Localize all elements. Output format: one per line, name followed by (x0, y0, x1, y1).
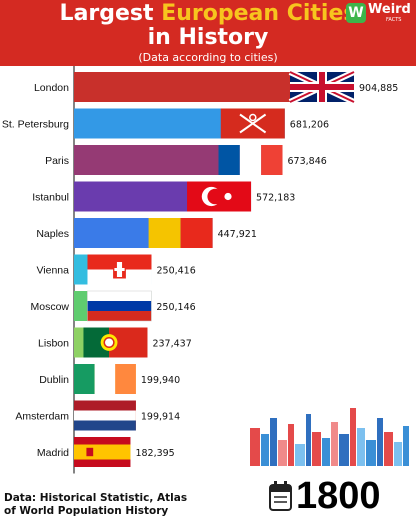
russia-flag-icon (87, 290, 152, 322)
category-label: Vienna (36, 265, 69, 277)
bar-row: St. Petersburg 681,206 (2, 108, 329, 139)
value-label: 447,921 (218, 229, 257, 240)
ireland-flag-icon (74, 364, 136, 394)
bar-row: Vienna 250,416 (36, 254, 196, 285)
year-counter: 1800 (296, 475, 381, 517)
value-label: 250,416 (156, 266, 195, 277)
category-label: Amsterdam (15, 411, 69, 423)
data-source: Data: Historical Statistic, Atlas of Wor… (4, 492, 187, 518)
naples-flag-icon (148, 218, 213, 248)
title-highlight: European Cities (161, 1, 357, 26)
bar-chart: London 904,885 St. Petersburg 681,206 Paris 6… (2, 66, 398, 474)
city-skyline-icon (250, 408, 409, 466)
calendar-icon (269, 481, 292, 511)
bar-row: Naples 447,921 (36, 218, 257, 248)
category-label: Lisbon (38, 338, 69, 350)
bar-row: Madrid 182,395 (37, 437, 175, 467)
portugal-flag-icon (83, 327, 148, 358)
value-label: 250,146 (156, 302, 195, 313)
turkey-flag-icon (187, 181, 252, 212)
logo-sub: FACTS (386, 17, 402, 23)
category-label: Istanbul (32, 192, 69, 204)
weird-facts-logo: W Weird FACTS (346, 2, 411, 25)
logo-brand: Weird (368, 2, 411, 17)
vienna-flag-icon (87, 254, 152, 285)
bar-row: Dublin 199,940 (39, 364, 180, 394)
spain-flag-icon (74, 437, 131, 467)
value-label: 572,183 (256, 193, 295, 204)
value-label: 681,206 (290, 120, 329, 131)
netherlands-flag-icon (74, 400, 136, 431)
category-label: London (34, 82, 69, 94)
source-line-1: Data: Historical Statistic, Atlas (4, 492, 188, 504)
france-flag-icon (218, 145, 283, 175)
category-label: St. Petersburg (2, 119, 69, 131)
category-label: Naples (36, 228, 69, 240)
category-label: Dublin (39, 374, 69, 386)
value-label: 237,437 (152, 339, 191, 350)
bar-row: Amsterdam 199,914 (15, 400, 180, 431)
bar-row: Istanbul 572,183 (32, 181, 295, 212)
value-label: 199,940 (141, 375, 180, 386)
category-label: Moscow (30, 301, 69, 313)
category-label: Madrid (37, 447, 69, 459)
value-label: 673,846 (288, 156, 327, 167)
category-label: Paris (45, 155, 69, 167)
st-petersburg-flag-icon (220, 108, 285, 139)
value-label: 904,885 (359, 83, 398, 94)
title-line-2: in History (147, 25, 269, 50)
value-label: 199,914 (141, 412, 180, 423)
value-label: 182,395 (135, 448, 174, 459)
source-line-2: of World Population History (4, 505, 169, 517)
bar-row: Moscow 250,146 (30, 290, 196, 322)
chart-subtitle: (Data according to cities) (138, 51, 278, 64)
logo-mark-icon: W (346, 3, 366, 23)
bar-row: Lisbon 237,437 (38, 327, 192, 358)
bar-row: Paris 673,846 (45, 145, 327, 175)
uk-flag-icon (288, 69, 356, 105)
bar-row: London 904,885 (34, 69, 398, 105)
title-part-1: Largest (59, 1, 162, 26)
